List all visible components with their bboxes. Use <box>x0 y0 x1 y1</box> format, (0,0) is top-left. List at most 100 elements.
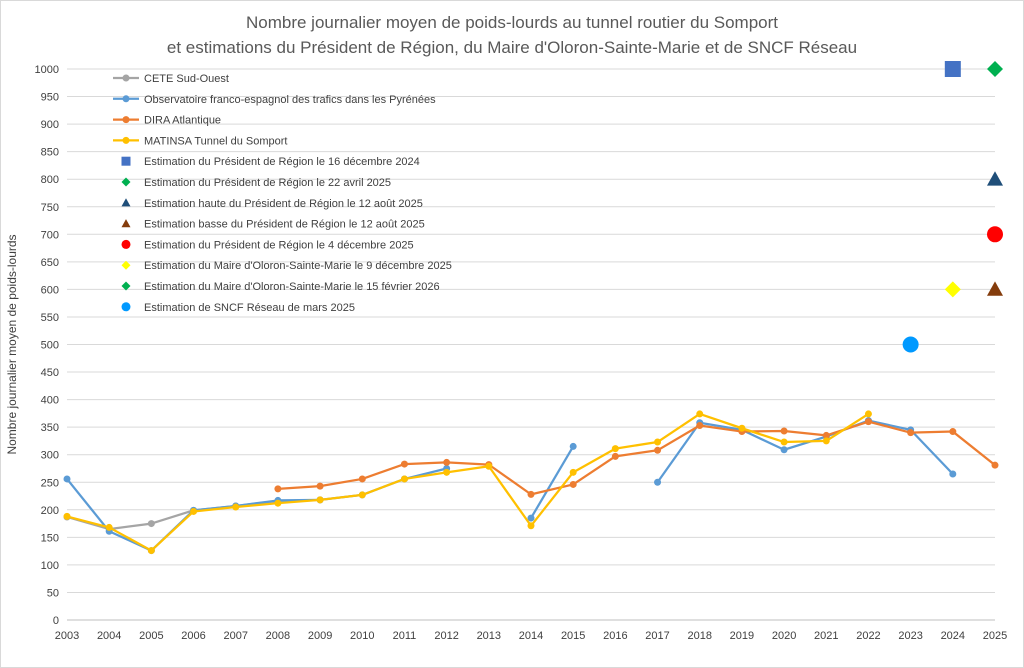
x-axis-ticks: 2003 2004 2005 2006 2007 2008 2009 2010 2011 2012… <box>55 630 1007 642</box>
legend-label: Estimation du Président de Région le 4 d… <box>144 239 414 251</box>
legend-item: CETE Sud-Ouest <box>113 73 229 85</box>
y-tick-label: 750 <box>41 202 59 214</box>
data-point <box>569 468 577 476</box>
y-tick-label: 900 <box>41 119 59 131</box>
x-tick-label: 2003 <box>55 630 79 642</box>
legend-item: Estimation du Président de Région le 4 d… <box>121 239 414 251</box>
chart-title-line-1: Nombre journalier moyen de poids-lourds … <box>246 13 778 32</box>
y-tick-label: 1000 <box>35 64 59 76</box>
y-tick-label: 50 <box>47 587 59 599</box>
series-3 <box>63 410 872 555</box>
y-axis-label: Nombre journalier moyen de poids-lourds <box>5 234 19 454</box>
data-point <box>780 427 788 435</box>
data-point <box>654 438 662 446</box>
series-1 <box>63 417 957 555</box>
legend-label: Estimation du Maire d'Oloron-Sainte-Mari… <box>144 260 452 272</box>
data-point <box>822 431 830 439</box>
x-tick-label: 2020 <box>772 630 796 642</box>
data-point <box>527 522 535 530</box>
data-point <box>485 462 493 470</box>
data-point <box>822 437 830 445</box>
legend-label: DIRA Atlantique <box>144 115 221 127</box>
legend-item: DIRA Atlantique <box>113 115 221 127</box>
data-point <box>274 499 282 507</box>
series-2 <box>274 418 999 498</box>
series-line <box>277 420 996 496</box>
legend-marker <box>121 156 131 166</box>
legend-item: Observatoire franco-espagnol des trafics… <box>113 94 436 106</box>
legend-marker <box>121 239 131 249</box>
legend-marker <box>121 260 131 270</box>
y-tick-label: 600 <box>41 284 59 296</box>
data-point <box>949 470 957 478</box>
data-point <box>147 520 155 528</box>
data-point <box>63 475 71 483</box>
data-point <box>611 445 619 453</box>
data-point <box>907 429 915 437</box>
x-tick-label: 2019 <box>730 630 754 642</box>
data-point <box>738 424 746 432</box>
y-tick-label: 650 <box>41 257 59 269</box>
data-point <box>358 475 366 483</box>
x-tick-label: 2016 <box>603 630 627 642</box>
data-point <box>654 478 662 486</box>
gridlines <box>67 68 995 593</box>
x-tick-label: 2005 <box>139 630 163 642</box>
estimate-marker <box>944 61 961 77</box>
x-tick-label: 2018 <box>687 630 711 642</box>
y-tick-label: 550 <box>41 312 59 324</box>
x-tick-label: 2025 <box>983 630 1007 642</box>
x-tick-label: 2017 <box>645 630 669 642</box>
legend-item: Estimation du Maire d'Oloron-Sainte-Mari… <box>121 281 440 293</box>
x-tick-label: 2012 <box>434 630 458 642</box>
x-tick-label: 2008 <box>266 630 290 642</box>
legend-item: Estimation haute du Président de Région … <box>121 198 423 210</box>
y-tick-label: 450 <box>41 367 59 379</box>
legend-label: Estimation du Maire d'Oloron-Sainte-Mari… <box>144 281 440 293</box>
legend-label: Observatoire franco-espagnol des trafics… <box>144 94 436 106</box>
legend-marker <box>121 281 131 291</box>
data-point <box>400 475 408 483</box>
legend-label: MATINSA Tunnel du Somport <box>144 135 287 147</box>
legend-label: Estimation du Président de Région le 16 … <box>144 156 420 168</box>
data-point <box>232 503 240 511</box>
y-tick-label: 200 <box>41 505 59 517</box>
x-tick-label: 2022 <box>856 630 880 642</box>
legend-marker <box>121 198 131 207</box>
x-tick-label: 2004 <box>97 630 121 642</box>
data-point <box>527 514 535 522</box>
legend-marker <box>121 177 131 187</box>
legend-item: Estimation du Maire d'Oloron-Sainte-Mari… <box>121 260 452 272</box>
legend-marker <box>122 116 130 124</box>
data-point <box>63 512 71 520</box>
data-point <box>400 460 408 468</box>
y-tick-label: 150 <box>41 532 59 544</box>
data-point <box>864 410 872 418</box>
x-tick-label: 2014 <box>519 630 543 642</box>
legend-item: MATINSA Tunnel du Somport <box>113 135 287 147</box>
legend-item: Estimation du Président de Région le 16 … <box>121 156 420 168</box>
data-point <box>949 428 957 436</box>
y-tick-label: 500 <box>41 340 59 352</box>
data-point <box>696 421 704 429</box>
data-point <box>864 418 872 426</box>
y-tick-label: 100 <box>41 560 59 572</box>
series-group <box>63 410 999 555</box>
legend-marker <box>121 302 131 312</box>
series-line <box>530 445 575 519</box>
series-line <box>66 412 870 552</box>
legend-item: Estimation de SNCF Réseau de mars 2025 <box>121 302 355 314</box>
estimate-marker <box>987 226 1003 243</box>
legend-item: Estimation basse du Président de Région … <box>121 219 425 231</box>
x-tick-label: 2011 <box>393 630 417 642</box>
x-tick-label: 2024 <box>941 630 965 642</box>
estimate-marker <box>902 336 919 353</box>
legend-label: Estimation basse du Président de Région … <box>144 219 425 231</box>
legend-marker <box>122 136 130 144</box>
y-tick-label: 400 <box>41 395 59 407</box>
estimate-markers <box>902 61 1003 353</box>
estimate-marker <box>987 61 1003 77</box>
x-tick-label: 2007 <box>223 630 247 642</box>
y-tick-label: 250 <box>41 477 59 489</box>
legend-marker <box>122 74 130 82</box>
